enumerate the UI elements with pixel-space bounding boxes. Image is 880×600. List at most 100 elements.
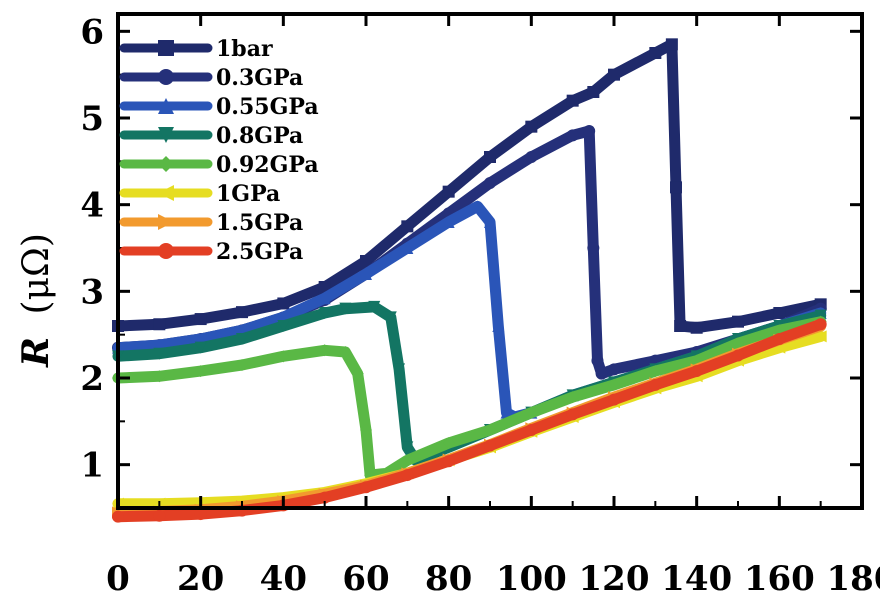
- y-tick-label: 3: [80, 272, 104, 312]
- data-point: [442, 455, 455, 468]
- data-point: [670, 181, 682, 194]
- legend-label: 1.5GPa: [216, 210, 303, 236]
- x-tick-label: 60: [342, 559, 389, 599]
- data-point: [339, 346, 352, 358]
- data-point: [384, 311, 397, 324]
- data-point: [318, 344, 331, 357]
- data-point: [368, 300, 381, 313]
- legend-item: 0.92GPa: [119, 152, 319, 178]
- data-point: [587, 86, 600, 98]
- data-point: [194, 365, 207, 378]
- x-tick-label: 40: [260, 559, 307, 599]
- data-point: [401, 469, 414, 482]
- data-point: [401, 454, 414, 467]
- y-axis-label-symbol: R: [15, 337, 57, 368]
- data-point: [442, 185, 455, 198]
- data-point: [566, 129, 579, 142]
- data-point: [732, 337, 744, 350]
- data-point: [814, 309, 827, 322]
- legend-item: 0.3GPa: [119, 65, 303, 91]
- data-point: [153, 347, 166, 360]
- data-point: [583, 125, 596, 137]
- data-point: [732, 315, 744, 328]
- data-point: [236, 306, 248, 319]
- data-point: [442, 437, 455, 449]
- data-point: [500, 406, 513, 419]
- data-point: [814, 318, 827, 331]
- legend-item: 1GPa: [119, 181, 280, 207]
- data-point: [665, 38, 678, 51]
- data-point: [484, 216, 496, 228]
- legend-label: 0.55GPa: [216, 94, 319, 120]
- data-point: [277, 320, 290, 332]
- legend-item: 0.8GPa: [119, 123, 303, 149]
- legend-label: 0.3GPa: [216, 65, 303, 91]
- data-point: [194, 341, 207, 354]
- data-point: [471, 200, 484, 213]
- legend-marker: [158, 40, 174, 56]
- data-point: [814, 330, 827, 343]
- plot-layer: [112, 38, 827, 523]
- axis-layer: 0 20 40 60 80 100 120 140 160 180 1 2 3 4 5 6: [80, 12, 880, 599]
- data-point: [360, 481, 372, 494]
- data-point: [360, 255, 372, 267]
- x-tick-label: 20: [177, 559, 224, 599]
- data-point: [153, 370, 166, 383]
- data-point: [649, 378, 662, 391]
- legend-marker: [158, 156, 174, 172]
- legend-label: 0.92GPa: [216, 152, 319, 178]
- data-point: [484, 439, 496, 452]
- x-tick-label: 140: [661, 559, 732, 599]
- data-point: [773, 307, 786, 319]
- y-axis-label-unit: (μΩ): [16, 233, 57, 314]
- data-point: [360, 424, 372, 436]
- data-point: [773, 333, 786, 345]
- legend-marker: [158, 127, 174, 143]
- x-tick-label: 80: [425, 559, 472, 599]
- data-point: [153, 509, 166, 522]
- legend: 1bar 0.3GPa 0.55GPa 0.8GPa 0.92GPa 1GPa 1.5GPa…: [119, 36, 319, 265]
- data-point: [318, 491, 331, 504]
- y-tick-label: 5: [80, 99, 104, 139]
- data-point: [608, 363, 620, 376]
- data-point: [277, 297, 290, 310]
- data-point: [318, 292, 331, 305]
- series-7: [112, 318, 827, 523]
- legend-label: 0.8GPa: [216, 123, 303, 149]
- data-point: [318, 281, 331, 293]
- data-point: [649, 365, 662, 378]
- y-tick-label: 1: [80, 446, 104, 486]
- data-point: [674, 320, 687, 332]
- series-line: [112, 318, 827, 523]
- data-point: [690, 321, 703, 334]
- x-tick-label: 180: [827, 559, 880, 599]
- legend-item: 0.55GPa: [119, 94, 319, 120]
- data-point: [401, 441, 414, 454]
- data-point: [525, 424, 538, 436]
- data-point: [339, 302, 352, 315]
- legend-marker: [158, 214, 174, 230]
- legend-marker: [158, 69, 174, 85]
- data-point: [587, 242, 600, 254]
- data-point: [401, 242, 414, 254]
- data-point: [525, 120, 538, 133]
- y-axis-label: R (μΩ): [15, 233, 57, 368]
- data-point: [690, 365, 703, 378]
- data-point: [608, 68, 620, 81]
- data-point: [566, 391, 579, 404]
- legend-item: 1bar: [119, 36, 273, 62]
- data-point: [112, 510, 124, 523]
- data-point: [525, 151, 538, 163]
- data-point: [194, 508, 207, 521]
- legend-marker: [158, 98, 174, 114]
- data-point: [608, 378, 620, 391]
- series-line: [112, 316, 827, 481]
- x-tick-label: 100: [496, 559, 567, 599]
- data-point: [608, 393, 620, 406]
- data-point: [153, 318, 166, 331]
- y-tick-label: 4: [80, 186, 104, 226]
- y-tick-label: 6: [80, 12, 104, 52]
- x-tick-label: 0: [106, 559, 130, 599]
